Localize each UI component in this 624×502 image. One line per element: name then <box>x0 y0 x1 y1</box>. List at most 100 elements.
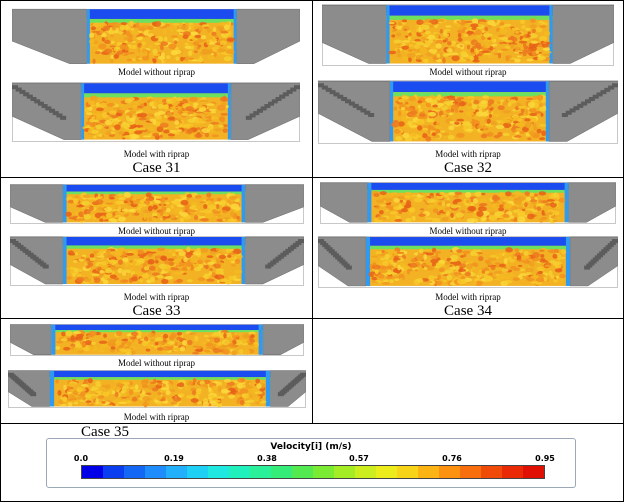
case-31-top-caption: Model without riprap <box>118 67 195 77</box>
riprap-block <box>37 101 44 106</box>
riprap-block <box>588 261 595 266</box>
legend-color-swatch <box>292 466 313 478</box>
riprap-block <box>256 108 263 113</box>
riprap-block <box>339 259 346 264</box>
riprap-block <box>573 106 580 111</box>
riprap-block <box>333 92 340 97</box>
riprap-block <box>321 85 328 90</box>
riprap-block <box>282 92 289 97</box>
low-velocity-zone <box>86 9 237 19</box>
riprap-block <box>588 96 595 101</box>
legend-color-swatch <box>145 466 166 478</box>
legend-color-swatch <box>124 466 145 478</box>
riprap-block <box>253 111 260 116</box>
riprap-block <box>275 96 282 101</box>
case-35-without-riprap-image <box>10 324 304 356</box>
riprap-block <box>249 113 256 118</box>
case-31-without-riprap-image <box>12 8 300 66</box>
low-velocity-zone <box>367 182 569 190</box>
riprap-block <box>601 249 608 254</box>
low-velocity-zone <box>49 370 271 378</box>
riprap-block <box>325 87 332 92</box>
riprap-block <box>264 104 271 109</box>
riprap-block <box>23 92 30 97</box>
riprap-block <box>56 113 63 118</box>
case-32-with-riprap-image <box>318 80 618 144</box>
riprap-block <box>41 104 48 109</box>
case-31-with-riprap-image <box>12 82 300 142</box>
riprap-block <box>612 239 618 244</box>
riprap-block <box>328 249 335 254</box>
legend-color-swatch <box>82 466 103 478</box>
case-31-label: Case 31 <box>132 160 181 176</box>
riprap-block <box>279 94 286 99</box>
empty-cell <box>312 318 624 424</box>
embankment-left <box>322 4 387 64</box>
riprap-block <box>608 85 615 90</box>
riprap-block <box>581 101 588 106</box>
case-33-with-riprap-image <box>10 236 304 286</box>
riprap-block <box>26 94 33 99</box>
embankment-right <box>236 8 300 64</box>
embankment-right <box>262 324 304 355</box>
case-35-with-riprap-image <box>8 370 306 408</box>
riprap-block <box>352 103 359 108</box>
legend-color-swatch <box>334 466 355 478</box>
low-velocity-zone <box>366 237 570 246</box>
case-32-without-riprap-image <box>322 4 614 66</box>
legend-color-swatch <box>376 466 397 478</box>
riprap-block <box>596 92 603 97</box>
riprap-block <box>599 251 606 256</box>
riprap-block <box>277 392 284 397</box>
riprap-block <box>294 85 300 90</box>
riprap-block <box>341 96 348 101</box>
riprap-block <box>603 247 610 252</box>
riprap-block <box>52 111 59 116</box>
riprap-block <box>19 89 26 94</box>
riprap-block <box>326 247 333 252</box>
low-velocity-zone <box>386 5 553 16</box>
riprap-block <box>330 251 337 256</box>
legend-color-swatch <box>103 466 124 478</box>
riprap-block <box>577 103 584 108</box>
embankment-left <box>10 324 52 355</box>
riprap-block <box>286 89 293 94</box>
legend-color-swatch <box>523 466 544 478</box>
case-31-bottom-caption: Model with riprap <box>123 149 190 159</box>
riprap-block <box>561 112 568 117</box>
riprap-block <box>594 255 601 260</box>
legend-color-swatch <box>502 466 523 478</box>
riprap-block <box>30 392 37 397</box>
case-34-label: Case 34 <box>444 303 492 319</box>
riprap-block <box>343 263 350 268</box>
riprap-block <box>337 257 344 262</box>
riprap-block <box>368 112 375 117</box>
legend-tick: 0.95 <box>535 454 555 463</box>
case-33-label: Case 33 <box>132 303 181 319</box>
case-33-without-riprap-image <box>10 184 304 224</box>
riprap-block <box>600 90 607 95</box>
case-32-bottom-caption: Model with riprap <box>435 149 501 159</box>
riprap-block <box>324 245 331 250</box>
riprap-block <box>605 245 612 250</box>
riprap-block <box>290 87 297 92</box>
riprap-block <box>585 99 591 104</box>
riprap-block <box>348 101 355 106</box>
case-32-label: Case 32 <box>444 160 492 176</box>
riprap-block <box>604 87 611 92</box>
embankment-left <box>320 182 368 223</box>
riprap-block <box>30 96 37 101</box>
riprap-block <box>265 264 272 269</box>
legend-color-swatch <box>271 466 292 478</box>
riprap-block <box>49 108 56 113</box>
riprap-block <box>584 265 591 270</box>
riprap-block <box>260 106 267 111</box>
riprap-block <box>337 94 344 99</box>
low-velocity-zone <box>62 184 246 192</box>
riprap-block <box>12 85 18 90</box>
low-velocity-zone <box>62 237 246 246</box>
riprap-block <box>356 106 363 111</box>
riprap-block <box>597 253 603 258</box>
legend-tick: 0.57 <box>349 454 369 463</box>
legend-tick: 0.38 <box>257 454 277 463</box>
